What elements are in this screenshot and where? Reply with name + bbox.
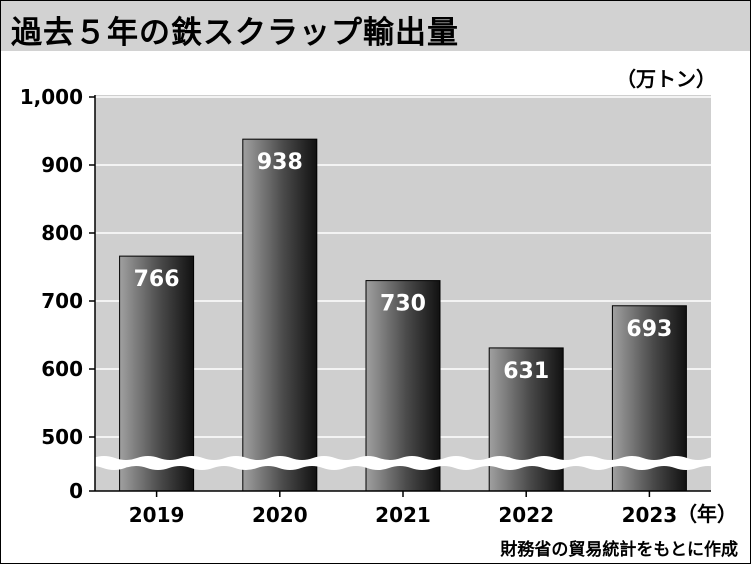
y-tick-label: 900 [41, 153, 83, 177]
data-label: 730 [380, 292, 426, 317]
y-axis-ticks: 0 500 600 700 800 900 1,000 [20, 85, 95, 503]
data-label: 766 [134, 267, 180, 292]
source-note: 財務省の貿易統計をもとに作成 [500, 540, 738, 560]
y-tick-label: 500 [41, 425, 83, 449]
chart-title: 過去５年の鉄スクラップ輸出量 [11, 15, 459, 51]
y-tick-label: 1,000 [20, 85, 83, 109]
bar-2021 [365, 280, 441, 492]
x-tick-label: 2022 [498, 503, 554, 527]
axis-break [81, 456, 750, 470]
x-axis-labels: 2019 2020 2021 2022 2023 [129, 491, 677, 527]
y-tick-label: 700 [41, 289, 83, 313]
x-axis-unit-label: （年） [677, 502, 737, 526]
x-tick-label: 2020 [252, 503, 308, 527]
bar-2019 [119, 255, 195, 492]
data-label: 693 [626, 317, 672, 342]
x-tick-label: 2019 [129, 503, 185, 527]
y-tick-label: 800 [41, 221, 83, 245]
x-tick-label: 2021 [375, 503, 431, 527]
title-bar: 過去５年の鉄スクラップ輸出量 [1, 1, 750, 51]
grid-lines [95, 96, 711, 438]
data-label: 938 [257, 150, 303, 175]
x-tick-label: 2023 [622, 503, 678, 527]
y-tick-label: 600 [41, 357, 83, 381]
data-label: 631 [503, 359, 549, 384]
y-tick-label: 0 [69, 479, 83, 503]
unit-label: （万トン） [616, 67, 716, 91]
bar-2020 [242, 138, 318, 492]
